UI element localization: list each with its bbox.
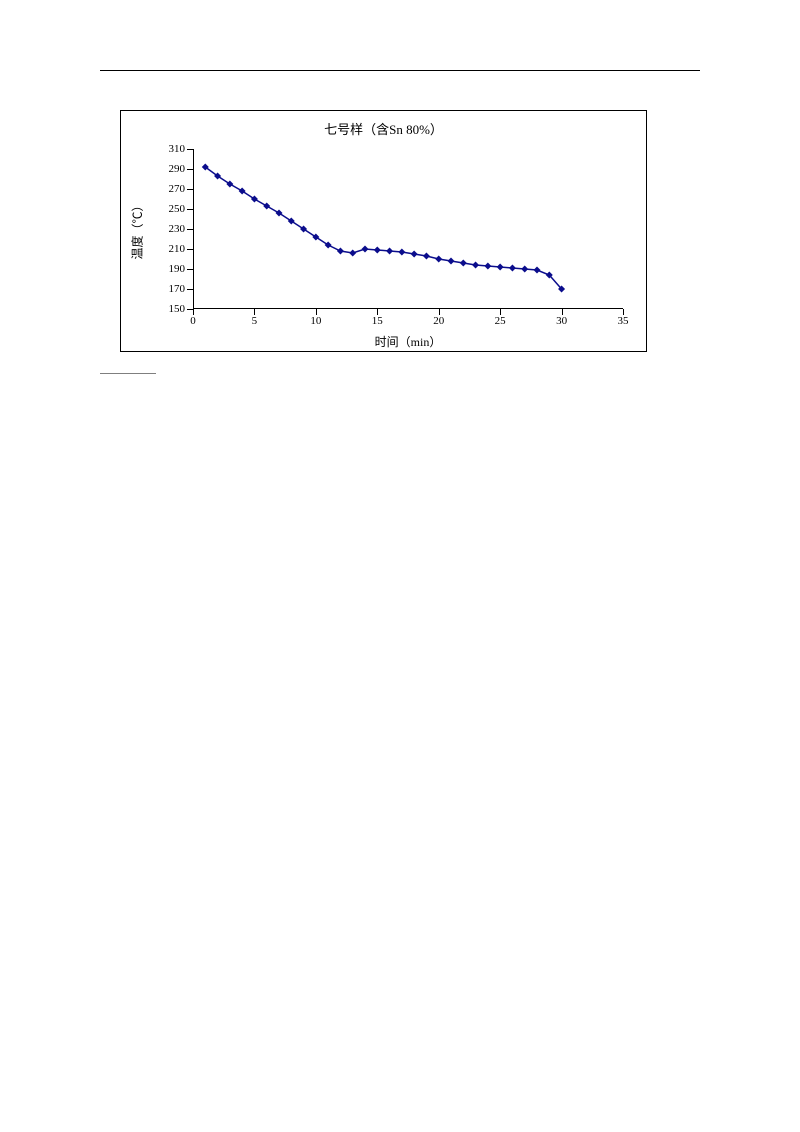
x-tick-label: 25 (495, 315, 506, 327)
data-point (337, 248, 344, 255)
data-point (349, 250, 356, 257)
x-tick-label: 0 (190, 315, 196, 327)
data-point (521, 266, 528, 273)
data-point (386, 248, 393, 255)
y-tick-label: 250 (169, 203, 186, 215)
y-tick-label: 270 (169, 183, 186, 195)
data-point (263, 203, 270, 210)
data-point (460, 260, 467, 267)
y-tick (187, 229, 193, 230)
y-tick (187, 289, 193, 290)
series-path (205, 167, 561, 289)
data-point (509, 265, 516, 272)
data-point (423, 253, 430, 260)
data-point (435, 256, 442, 263)
data-point (448, 258, 455, 265)
data-point (411, 251, 418, 258)
x-tick-label: 30 (556, 315, 567, 327)
page-header-rule (100, 70, 700, 71)
x-tick-label: 20 (433, 315, 444, 327)
x-tick-label: 35 (618, 315, 629, 327)
x-axis-title: 时间（min） (193, 333, 623, 350)
y-tick (187, 209, 193, 210)
y-tick-label: 290 (169, 163, 186, 175)
y-tick (187, 149, 193, 150)
y-axis-title: 温度（℃） (129, 150, 146, 310)
data-point (362, 246, 369, 253)
y-tick (187, 269, 193, 270)
data-point (484, 263, 491, 270)
data-point (497, 264, 504, 271)
y-tick-label: 310 (169, 143, 186, 155)
footnote-rule (100, 367, 156, 374)
x-tick-label: 15 (372, 315, 383, 327)
plot-area: 1501701902102302502702903100510152025303… (193, 149, 623, 309)
data-point (398, 249, 405, 256)
chart-panel: 七号样（含Sn 80%） 温度（℃） 时间（min） 1501701902102… (120, 110, 647, 352)
chart-title: 七号样（含Sn 80%） (121, 119, 646, 138)
series-line (193, 149, 623, 309)
x-tick-label: 10 (310, 315, 321, 327)
y-tick-label: 150 (169, 303, 186, 315)
x-tick-label: 5 (252, 315, 258, 327)
y-tick-label: 190 (169, 263, 186, 275)
y-tick (187, 169, 193, 170)
y-tick-label: 170 (169, 283, 186, 295)
y-tick (187, 249, 193, 250)
y-tick-label: 230 (169, 223, 186, 235)
y-tick (187, 189, 193, 190)
data-point (534, 267, 541, 274)
y-tick-label: 210 (169, 243, 186, 255)
page: 七号样（含Sn 80%） 温度（℃） 时间（min） 1501701902102… (0, 0, 800, 1132)
data-point (472, 262, 479, 269)
data-point (374, 247, 381, 254)
